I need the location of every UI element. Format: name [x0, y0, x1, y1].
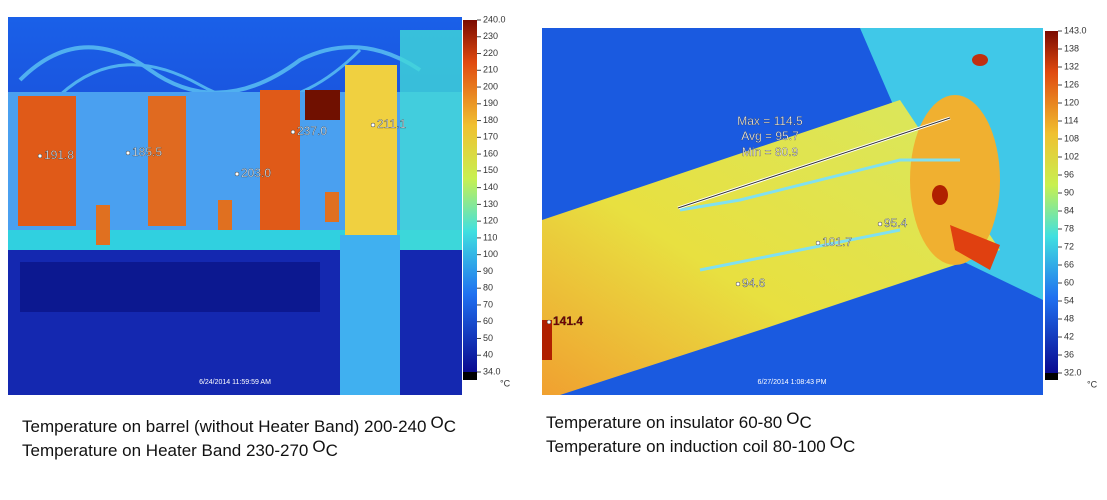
spot-temperature: 141.4: [553, 314, 583, 328]
spot-marker: [290, 129, 296, 135]
spot-marker: [815, 240, 821, 246]
scale-unit: °C: [500, 378, 511, 388]
caption-unit: C: [443, 417, 456, 436]
scale-label: 80: [483, 283, 493, 293]
caption-text: Temperature on barrel (without Heater Ba…: [22, 417, 427, 436]
scale-label: 130: [483, 199, 498, 209]
caption-unit: C: [842, 437, 856, 456]
scale-label: 42: [1064, 331, 1074, 341]
scale-label: 84: [1064, 205, 1074, 215]
caption-degree: O: [829, 433, 843, 452]
scale-label: 114: [1064, 115, 1078, 125]
color-scale-stub: [1045, 373, 1058, 380]
spot-marker: [234, 171, 240, 177]
caption-text: Temperature on induction coil 80-100: [546, 437, 826, 456]
caption-right: Temperature on insulator 60-80 OC Temperat…: [546, 409, 856, 459]
spot-temperature: 95.4: [884, 216, 908, 230]
scale-label: 140: [483, 182, 498, 192]
scale-label: 170: [483, 132, 498, 142]
scale-label: 108: [1064, 133, 1079, 143]
spot-marker: [735, 281, 741, 287]
caption-unit: C: [325, 441, 338, 460]
scale-label: 180: [483, 115, 498, 125]
scale-label: 66: [1064, 259, 1074, 269]
caption-text: Temperature on insulator 60-80: [546, 413, 783, 432]
line-statistic: Avg = 95.7: [741, 129, 799, 143]
caption-degree: O: [312, 437, 326, 456]
spot-temperature: 101.7: [822, 235, 852, 249]
scale-label: 210: [483, 65, 498, 75]
spot-temperature: 237.0: [297, 124, 327, 138]
color-scale-right: [1045, 31, 1058, 373]
scale-label: 34.0: [483, 366, 501, 376]
scale-label: 190: [483, 98, 498, 108]
spot-marker: [877, 221, 883, 227]
caption-line: Temperature on induction coil 80-100 OC: [546, 433, 856, 459]
scale-label: 40: [483, 350, 493, 360]
spot-marker: [546, 319, 552, 325]
scale-label: 220: [483, 48, 498, 58]
scale-label: 120: [1064, 97, 1079, 107]
scale-label: 54: [1064, 295, 1074, 305]
spot-temperature: 211.1: [377, 117, 406, 131]
caption-text: Temperature on Heater Band 230-270: [22, 441, 309, 460]
scale-label: 150: [483, 165, 498, 175]
scale-label: 132: [1064, 61, 1079, 71]
spot-marker: [370, 122, 376, 128]
scale-label: 126: [1064, 79, 1079, 89]
scale-label: 32.0: [1064, 367, 1082, 377]
color-scale-left: [463, 20, 477, 372]
scale-label: 50: [483, 333, 493, 343]
scale-label: 36: [1064, 349, 1074, 359]
spot-temperature: 94.6: [742, 276, 766, 290]
timestamp: 6/24/2014 11:59:59 AM: [199, 379, 271, 386]
spot-temperature: 191.8: [44, 148, 74, 162]
scale-label: 138: [1064, 43, 1079, 53]
timestamp: 6/27/2014 1:08:43 PM: [758, 379, 827, 386]
caption-unit: C: [799, 413, 812, 432]
scale-label: 230: [483, 31, 498, 41]
thermal-image-left: [8, 17, 462, 395]
scale-label: 96: [1064, 169, 1074, 179]
caption-degree: O: [786, 409, 800, 428]
caption-degree: O: [430, 413, 444, 432]
scale-label: 78: [1064, 223, 1074, 233]
caption-left: Temperature on barrel (without Heater Ba…: [22, 413, 456, 463]
scale-label: 60: [483, 316, 493, 326]
scale-label: 240.0: [483, 14, 506, 24]
scale-label: 102: [1064, 151, 1079, 161]
scale-label: 200: [483, 81, 498, 91]
scale-label: 70: [483, 299, 493, 309]
scale-label: 60: [1064, 277, 1074, 287]
scale-label: 90: [483, 266, 493, 276]
scale-label: 72: [1064, 241, 1074, 251]
scale-label: 160: [483, 148, 498, 158]
spot-temperature: 185.5: [132, 145, 162, 159]
spot-marker: [37, 153, 43, 159]
scale-label: 110: [483, 232, 497, 242]
scale-label: 100: [483, 249, 498, 259]
line-statistic: Max = 114.5: [737, 114, 803, 128]
scale-label: 120: [483, 216, 498, 226]
caption-line: Temperature on Heater Band 230-270 OC: [22, 437, 456, 463]
caption-line: Temperature on insulator 60-80 OC: [546, 409, 855, 435]
color-scale-stub: [463, 372, 477, 380]
spot-marker: [125, 150, 131, 156]
scale-label: 90: [1064, 187, 1074, 197]
scale-unit: °C: [1087, 379, 1098, 389]
line-statistic: Min = 80.9: [742, 145, 799, 159]
scale-label: 143.0: [1064, 25, 1087, 35]
thermal-image-right: [542, 28, 1043, 395]
caption-line: Temperature on barrel (without Heater Ba…: [22, 413, 456, 439]
spot-temperature: 203.0: [241, 166, 271, 180]
scale-label: 48: [1064, 313, 1074, 323]
thermal-figures: 191.8 185.5 203.0 237.0 211.1 240.0 230 220 210 2…: [8, 14, 1098, 395]
